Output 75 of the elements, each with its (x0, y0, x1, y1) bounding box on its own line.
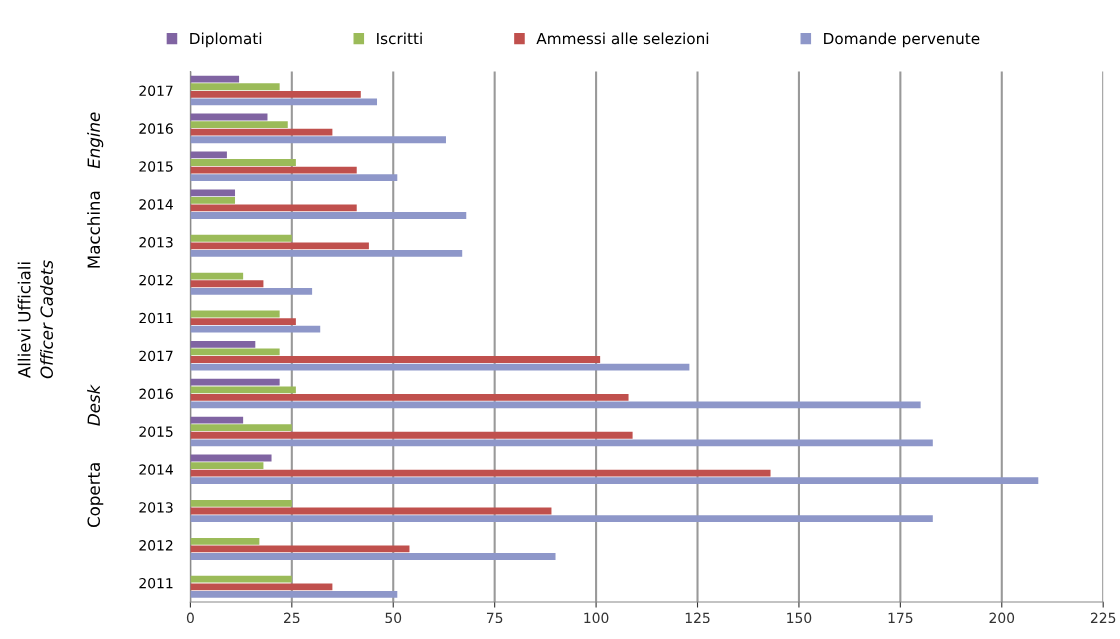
bar (190, 537, 260, 545)
bar (190, 136, 446, 144)
bar (190, 477, 1039, 485)
y-tick-label: 2011 (139, 312, 173, 324)
x-tick-label: 200 (989, 612, 1015, 624)
y-tick-label: 2012 (139, 274, 173, 286)
legend-label: Iscritti (377, 32, 422, 45)
bar (190, 583, 333, 591)
bar (190, 272, 244, 280)
legend-label: Domande pervenute (824, 32, 980, 48)
bar (190, 424, 292, 432)
x-tick-label: 25 (284, 612, 300, 624)
legend-label: Diplomati (190, 32, 262, 48)
y-tick-label: 2017 (139, 350, 173, 362)
x-tick-label: 125 (685, 612, 710, 624)
y-tick-label: 2016 (139, 388, 173, 400)
bar (190, 545, 410, 553)
bar (190, 121, 288, 129)
x-tick-label: 50 (385, 612, 402, 624)
text: Allievi Ufficiali (17, 262, 31, 378)
bar (190, 416, 244, 424)
bar (190, 189, 236, 197)
bar (190, 386, 296, 394)
bar (190, 250, 463, 257)
y-tick-label: 2014 (139, 464, 173, 475)
bar (190, 462, 264, 469)
y-tick-label: 2011 (139, 577, 173, 589)
x-tick-label: 225 (1090, 612, 1116, 624)
bar (190, 356, 601, 363)
bar (190, 318, 296, 326)
bar (190, 325, 321, 333)
bar (190, 393, 629, 401)
bar (190, 553, 556, 560)
bar (190, 439, 933, 447)
x-tick-label: 0 (186, 612, 194, 624)
bar (190, 590, 398, 598)
bar (190, 340, 256, 348)
bar (190, 159, 296, 166)
y-tick-label: 2015 (139, 426, 173, 437)
bar (190, 287, 313, 295)
y-tick-label: 2017 (139, 85, 173, 96)
y-tick-label: 2014 (139, 199, 173, 210)
bar (190, 431, 633, 439)
x-tick-label: 100 (584, 612, 609, 624)
text: Engine (87, 112, 104, 169)
bar (190, 83, 280, 91)
y-tick-label: 2013 (139, 502, 173, 513)
x-tick-label: 150 (787, 612, 812, 624)
text: Coperta (87, 463, 104, 528)
bar (190, 90, 361, 98)
y-tick-label: 2016 (139, 123, 173, 134)
bar (190, 174, 398, 182)
bar (190, 469, 771, 477)
bar (190, 212, 467, 219)
bar (190, 75, 240, 83)
bar (190, 98, 378, 106)
bar (190, 280, 264, 288)
bar (190, 242, 369, 250)
x-tick-label: 75 (486, 612, 503, 624)
bar (190, 378, 280, 386)
x-tick-label: 175 (888, 612, 913, 624)
bar (190, 196, 236, 204)
bar (190, 500, 292, 507)
bar (190, 575, 292, 583)
text: Officer Cadets (40, 260, 53, 379)
text: Desk (87, 384, 101, 426)
bar (190, 128, 333, 136)
bar (190, 515, 933, 522)
y-tick-label: 2013 (139, 237, 173, 248)
legend-label: Ammessi alle selezioni (536, 32, 709, 45)
y-tick-label: 2015 (139, 161, 173, 172)
text: Macchina (87, 191, 101, 268)
bar (190, 234, 292, 242)
y-tick-label: 2012 (139, 540, 173, 551)
bar (190, 348, 280, 356)
